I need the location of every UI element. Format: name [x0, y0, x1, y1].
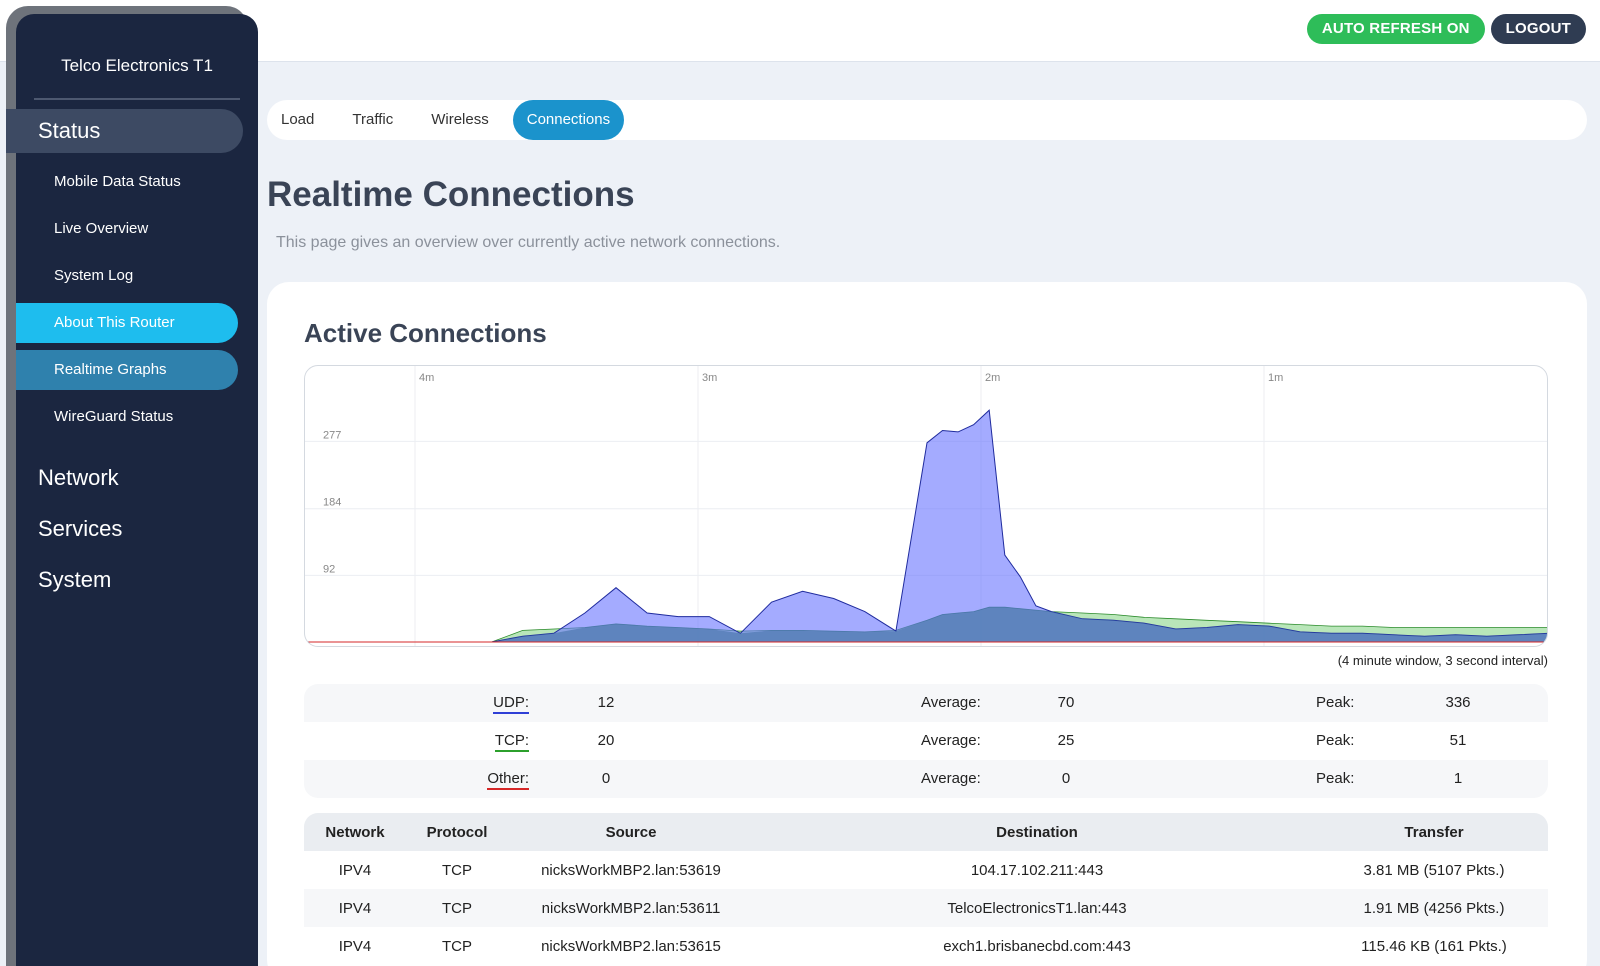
top-header: AUTO REFRESH ON LOGOUT: [0, 0, 1600, 62]
cell-destination: TelcoElectronicsT1.lan:443: [754, 889, 1320, 927]
cell-destination: exch1.brisbanecbd.com:443: [754, 927, 1320, 965]
stat-row-other: Other: 0 Average: 0 Peak: 1: [304, 760, 1548, 798]
stat-peak-label: Peak:: [1316, 770, 1355, 787]
stat-average-tcp: 25: [1057, 732, 1075, 749]
sidebar-item-mobile-data-status[interactable]: Mobile Data Status: [54, 173, 181, 190]
stat-value-tcp: 20: [597, 732, 615, 749]
stat-row-tcp: TCP: 20 Average: 25 Peak: 51: [304, 722, 1548, 760]
page-description: This page gives an overview over current…: [276, 234, 781, 251]
cell-source: nicksWorkMBP2.lan:53615: [508, 927, 754, 965]
sidebar-item-wireguard-status[interactable]: WireGuard Status: [54, 408, 174, 425]
brand-name[interactable]: Telco Electronics T1: [61, 56, 213, 75]
x-tick-label: 1m: [1268, 372, 1283, 384]
cell-transfer: 1.91 MB (4256 Pkts.): [1320, 889, 1548, 927]
cell-protocol: TCP: [406, 889, 508, 927]
table-row: IPV4 TCP nicksWorkMBP2.lan:53611 TelcoEl…: [304, 889, 1548, 927]
table-row: IPV4 TCP nicksWorkMBP2.lan:53615 exch1.b…: [304, 927, 1548, 965]
stat-row-udp: UDP: 12 Average: 70 Peak: 336: [304, 684, 1548, 722]
stat-average-udp: 70: [1057, 694, 1075, 711]
cell-destination: 104.17.102.211:443: [754, 851, 1320, 889]
chart-window-note: (4 minute window, 3 second interval): [1337, 653, 1548, 668]
cell-network: IPV4: [304, 927, 406, 965]
stat-label-tcp: TCP:: [494, 732, 529, 752]
stat-average-label: Average:: [921, 694, 981, 711]
auto-refresh-button[interactable]: AUTO REFRESH ON: [1306, 14, 1485, 44]
column-header-network[interactable]: Network: [304, 813, 406, 851]
stat-peak-other: 1: [1453, 770, 1463, 787]
cell-protocol: TCP: [406, 851, 508, 889]
column-header-destination[interactable]: Destination: [754, 813, 1320, 851]
y-tick-label: 92: [323, 563, 335, 575]
stat-average-other: 0: [1061, 770, 1071, 787]
series-area-udp: [305, 409, 1547, 643]
table-row: IPV4 TCP nicksWorkMBP2.lan:53619 104.17.…: [304, 851, 1548, 889]
sidebar-item-services[interactable]: Services: [38, 516, 123, 541]
connection-stats: UDP: 12 Average: 70 Peak: 336 TCP: 20 Av…: [304, 684, 1548, 798]
status-submenu: Mobile Data Status Live Overview System …: [16, 162, 258, 444]
sidebar: Telco Electronics T1 Status Mobile Data …: [6, 14, 258, 966]
stat-label-other: Other:: [487, 770, 529, 790]
stat-value-udp: 12: [597, 694, 615, 711]
stat-label-udp: UDP:: [493, 694, 529, 714]
column-header-transfer[interactable]: Transfer: [1320, 813, 1548, 851]
y-tick-label: 184: [323, 497, 341, 509]
sidebar-item-system[interactable]: System: [38, 567, 112, 592]
sidebar-item-live-overview[interactable]: Live Overview: [54, 220, 149, 237]
chart-svg: 4m 3m 2m 1m 277 184 92: [305, 366, 1547, 646]
stat-average-label: Average:: [921, 732, 981, 749]
stat-peak-tcp: 51: [1449, 732, 1467, 749]
sidebar-item-about-this-router[interactable]: About This Router: [16, 303, 238, 343]
tab-wireless[interactable]: Wireless: [431, 111, 489, 128]
chart-tick-labels: 4m 3m 2m 1m 277 184 92: [323, 372, 1283, 575]
stat-average-label: Average:: [921, 770, 981, 787]
connections-table: Network Protocol Source Destination Tran…: [304, 813, 1548, 965]
tab-traffic[interactable]: Traffic: [352, 111, 394, 128]
cell-protocol: TCP: [406, 927, 508, 965]
stat-value-other: 0: [601, 770, 611, 787]
card-title: Active Connections: [304, 318, 547, 348]
connections-chart: 4m 3m 2m 1m 277 184 92: [304, 365, 1548, 647]
column-header-protocol[interactable]: Protocol: [406, 813, 508, 851]
stat-peak-label: Peak:: [1316, 732, 1355, 749]
tab-load[interactable]: Load: [281, 111, 315, 128]
main-menu: Network Services System: [38, 452, 122, 605]
series-overlap-band: [305, 607, 1547, 642]
stat-peak-udp: 336: [1445, 694, 1471, 711]
sidebar-item-system-log[interactable]: System Log: [54, 267, 134, 284]
cell-network: IPV4: [304, 889, 406, 927]
page-title: Realtime Connections: [267, 175, 635, 214]
cell-transfer: 3.81 MB (5107 Pkts.): [1320, 851, 1548, 889]
cell-source: nicksWorkMBP2.lan:53619: [508, 851, 754, 889]
x-tick-label: 3m: [702, 372, 717, 384]
logout-button[interactable]: LOGOUT: [1490, 14, 1586, 44]
stat-peak-label: Peak:: [1316, 694, 1355, 711]
active-connections-card: Active Connections 4m 3m 2m 1m 277 184 92 (4 m…: [267, 282, 1587, 966]
sidebar-item-network[interactable]: Network: [38, 465, 119, 490]
y-tick-label: 277: [323, 429, 341, 441]
x-tick-label: 4m: [419, 372, 434, 384]
x-tick-label: 2m: [985, 372, 1000, 384]
column-header-source[interactable]: Source: [508, 813, 754, 851]
graph-tabs: Load Traffic Wireless Connections: [267, 100, 1587, 140]
cell-network: IPV4: [304, 851, 406, 889]
tab-connections[interactable]: Connections: [512, 100, 625, 140]
chart-areas: [305, 409, 1547, 643]
cell-source: nicksWorkMBP2.lan:53611: [508, 889, 754, 927]
header-actions: AUTO REFRESH ON LOGOUT: [1306, 14, 1586, 44]
table-header-row: Network Protocol Source Destination Tran…: [304, 813, 1548, 851]
cell-transfer: 115.46 KB (161 Pkts.): [1320, 927, 1548, 965]
sidebar-item-realtime-graphs[interactable]: Realtime Graphs: [16, 350, 238, 390]
sidebar-section-status[interactable]: Status: [6, 109, 243, 153]
sidebar-divider: [34, 98, 240, 100]
